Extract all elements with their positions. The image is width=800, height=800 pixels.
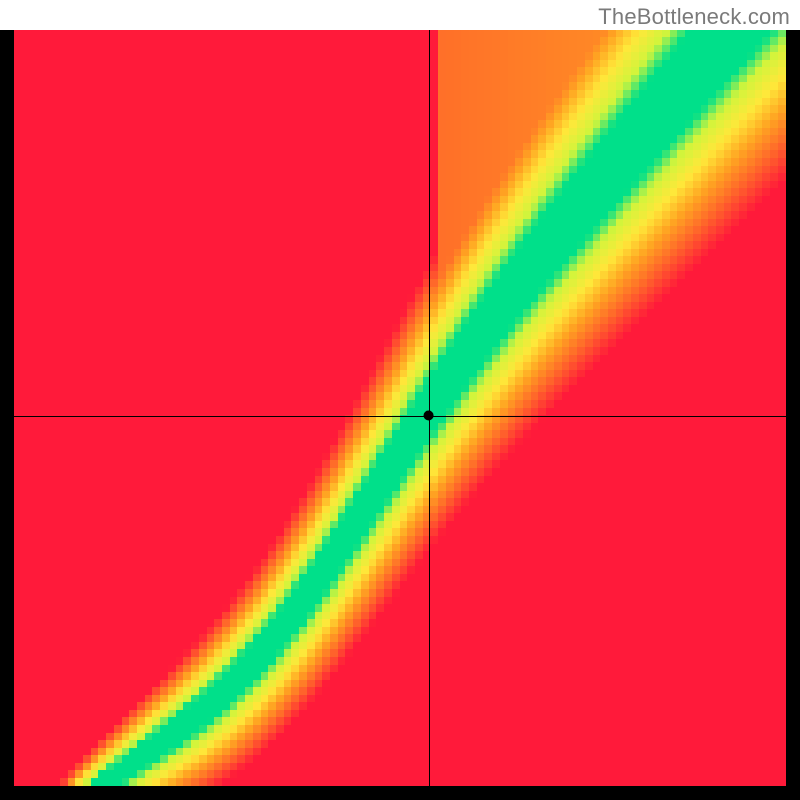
chart-container: TheBottleneck.com — [0, 0, 800, 800]
bottleneck-heatmap — [0, 0, 800, 800]
